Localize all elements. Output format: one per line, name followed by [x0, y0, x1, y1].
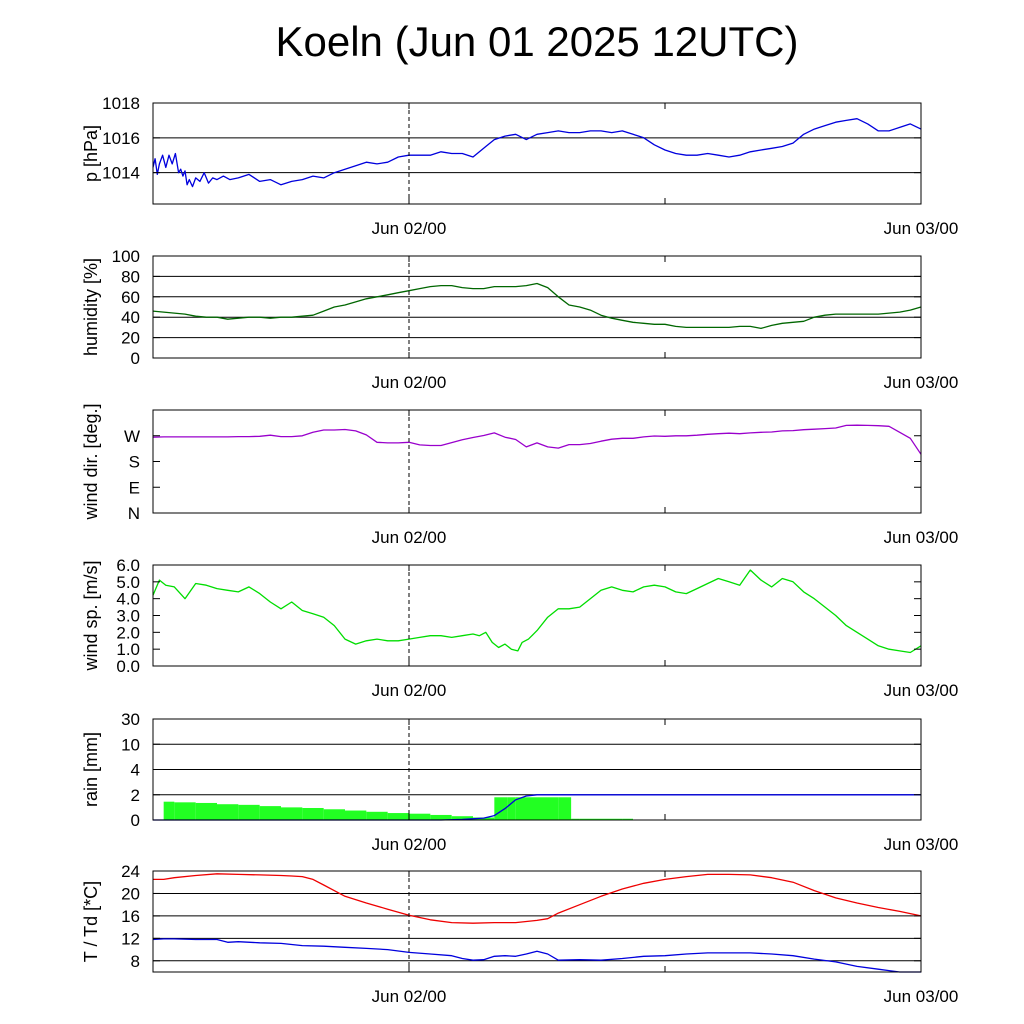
- x-tick-label: Jun 03/00: [884, 835, 959, 854]
- x-tick-label: Jun 02/00: [372, 681, 447, 700]
- y-tick-label: 60: [121, 288, 140, 307]
- rain-bar: [217, 804, 239, 820]
- y-axis-label: rain [mm]: [81, 732, 101, 807]
- y-tick-label: 6.0: [116, 556, 140, 575]
- rain-bar: [238, 804, 260, 820]
- x-tick-label: Jun 03/00: [884, 373, 959, 392]
- series-line-0: [153, 873, 922, 924]
- rain-bar: [430, 814, 452, 820]
- series-line-0: [152, 282, 922, 330]
- y-tick-label: 16: [121, 907, 140, 926]
- panel-3: Jun 02/00 Jun 03/00 0.01.02.03.04.05.06.0 w…: [81, 556, 958, 700]
- series-line-1: [153, 794, 921, 821]
- y-tick-label: 1018: [102, 94, 140, 113]
- y-tick-label: 40: [121, 308, 140, 327]
- rain-bar: [622, 818, 633, 820]
- y-tick-label: N: [128, 504, 140, 523]
- y-tick-label: 0: [131, 349, 140, 368]
- rain-bar: [195, 802, 217, 820]
- rain-bar: [281, 807, 303, 820]
- y-tick-label: W: [124, 427, 140, 446]
- y-tick-label: 30: [121, 710, 140, 729]
- rain-bar: [323, 809, 345, 820]
- y-tick-label: 2.0: [116, 623, 140, 642]
- y-tick-label: 12: [121, 929, 140, 948]
- rain-bar: [387, 813, 409, 820]
- rain-bar: [409, 813, 431, 820]
- panel-5: Jun 02/00 Jun 03/00 8 12 16 20 24 T / Td [*C]: [81, 862, 958, 1006]
- y-tick-label: 1.0: [116, 640, 140, 659]
- rain-bar: [366, 811, 388, 820]
- y-tick-label: 20: [121, 884, 140, 903]
- rain-bar: [515, 797, 537, 820]
- y-tick-label: E: [129, 478, 140, 497]
- x-tick-label: Jun 02/00: [372, 835, 447, 854]
- rain-bar: [558, 797, 572, 820]
- y-axis-label: wind sp. [m/s]: [81, 560, 101, 671]
- y-tick-label: 2: [131, 786, 140, 805]
- x-tick-label: Jun 02/00: [372, 987, 447, 1006]
- x-tick-label: Jun 03/00: [884, 681, 959, 700]
- panel-frame: [152, 870, 922, 973]
- panel-frame: [152, 255, 922, 359]
- chart-title: Koeln (Jun 01 2025 12UTC): [275, 18, 799, 65]
- x-tick-label: Jun 03/00: [884, 987, 959, 1006]
- y-tick-label: S: [129, 453, 140, 472]
- x-tick-label: Jun 03/00: [884, 528, 959, 547]
- y-tick-label: 10: [121, 735, 140, 754]
- y-tick-label: 80: [121, 267, 140, 286]
- x-tick-label: Jun 02/00: [372, 219, 447, 238]
- series-line-0: [152, 424, 922, 455]
- rain-bar: [571, 818, 580, 820]
- panel-frame: [152, 102, 922, 205]
- rain-bar: [302, 808, 324, 820]
- y-tick-label: 4.0: [116, 590, 140, 609]
- y-tick-label: 1016: [102, 129, 140, 148]
- y-tick-label: 20: [121, 329, 140, 348]
- y-axis-label: humidity [%]: [81, 258, 101, 356]
- rain-bar: [163, 801, 175, 820]
- series-line-1: [152, 938, 921, 973]
- rain-bar: [494, 797, 508, 820]
- x-tick-label: Jun 02/00: [372, 528, 447, 547]
- rain-bar: [601, 818, 623, 820]
- series-line-0: [152, 118, 922, 188]
- x-tick-label: Jun 02/00: [372, 373, 447, 392]
- y-tick-label: 4: [131, 761, 140, 780]
- y-axis-label: wind dir. [deg.]: [81, 403, 101, 520]
- y-tick-label: 24: [121, 862, 140, 881]
- y-tick-label: 1014: [102, 164, 140, 183]
- rain-bar: [345, 810, 367, 820]
- panel-frame: [152, 564, 922, 667]
- series-line-0: [152, 569, 922, 654]
- panel-frame: [152, 409, 922, 514]
- x-tick-label: Jun 03/00: [884, 219, 959, 238]
- y-tick-label: 8: [131, 952, 140, 971]
- y-axis-label: p [hPa]: [81, 125, 101, 182]
- y-tick-label: 100: [112, 247, 140, 266]
- y-tick-label: 5.0: [116, 573, 140, 592]
- rain-bar: [174, 802, 196, 820]
- rain-bar: [537, 797, 559, 820]
- y-tick-label: 3.0: [116, 607, 140, 626]
- y-tick-label: 0.0: [116, 657, 140, 676]
- y-tick-label: 0: [131, 811, 140, 830]
- rain-bar: [579, 818, 601, 820]
- rain-bar: [451, 816, 473, 820]
- panel-4: Jun 02/00 Jun 03/00 0 2 4 10 30 rain [mm]: [81, 710, 958, 854]
- y-axis-label: T / Td [*C]: [81, 881, 101, 962]
- rain-bar: [259, 806, 281, 820]
- rain-bar: [507, 797, 516, 820]
